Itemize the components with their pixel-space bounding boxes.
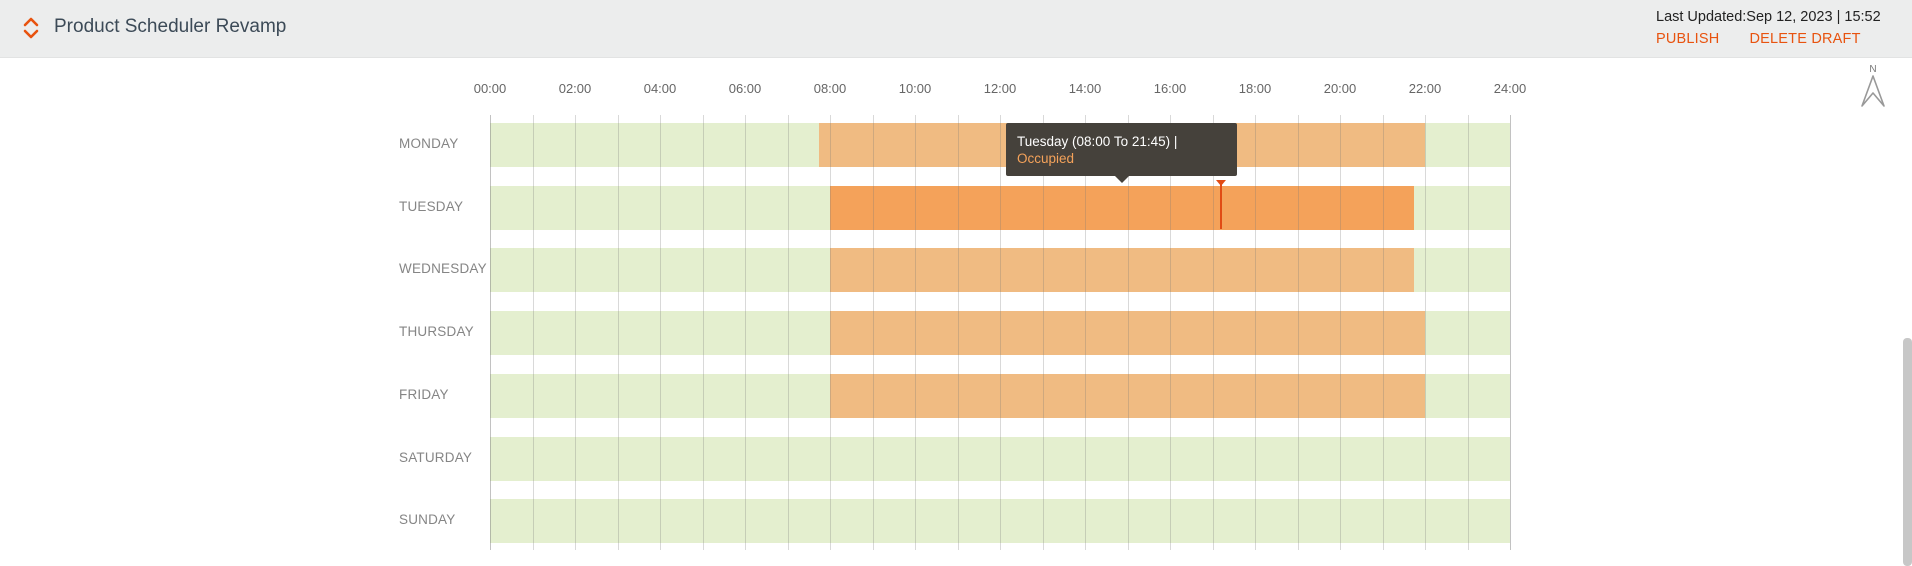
hour-gridline xyxy=(787,115,789,550)
day-label: WEDNESDAY xyxy=(399,261,487,277)
time-marker[interactable] xyxy=(1219,183,1222,229)
day-label: THURSDAY xyxy=(399,324,474,340)
hour-gridline xyxy=(1467,115,1469,550)
day-label: MONDAY xyxy=(399,136,459,151)
time-label: 06:00 xyxy=(728,81,762,96)
time-label: 04:00 xyxy=(643,81,677,96)
time-label: 18:00 xyxy=(1238,81,1272,96)
delete-draft-button[interactable]: DELETE DRAFT xyxy=(1749,31,1861,47)
hour-gridline xyxy=(957,115,959,550)
hour-gridline xyxy=(1382,115,1384,550)
hour-gridline xyxy=(1085,115,1086,550)
day-row-sunday[interactable] xyxy=(490,499,1510,544)
day-label: FRIDAY xyxy=(399,386,449,402)
page-title: Product Scheduler Revamp xyxy=(54,16,287,37)
time-label: 24:00 xyxy=(1493,81,1527,96)
occupied-slot[interactable] xyxy=(830,311,1425,356)
north-label: N xyxy=(1869,64,1876,75)
last-updated-text: Last Updated:Sep 12, 2023 | 15:52 xyxy=(1656,9,1881,25)
hour-gridline xyxy=(660,115,661,550)
time-label: 16:00 xyxy=(1153,81,1187,96)
hour-gridline xyxy=(532,115,534,550)
time-label: 00:00 xyxy=(473,81,507,96)
hour-gridline xyxy=(1042,115,1044,550)
hour-gridline xyxy=(1000,115,1001,550)
hour-gridline xyxy=(1255,115,1256,550)
time-label: 14:00 xyxy=(1068,81,1102,96)
header-actions: PUBLISH DELETE DRAFT xyxy=(1656,31,1861,47)
hour-gridline xyxy=(1127,115,1129,550)
hour-gridline xyxy=(575,115,576,550)
hour-gridline xyxy=(745,115,746,550)
hour-gridline xyxy=(1170,115,1171,550)
occupied-slot[interactable] xyxy=(830,248,1415,293)
north-arrow-icon: N xyxy=(1861,64,1885,107)
hour-gridline xyxy=(1212,115,1214,550)
hour-gridline xyxy=(830,115,831,550)
hour-gridline xyxy=(872,115,874,550)
hour-gridline xyxy=(1510,115,1511,550)
time-label: 08:00 xyxy=(813,81,847,96)
time-label: 22:00 xyxy=(1408,81,1442,96)
time-label: 02:00 xyxy=(558,81,592,96)
hour-gridline xyxy=(702,115,704,550)
occupied-slot[interactable] xyxy=(830,373,1425,418)
hour-gridline xyxy=(490,115,491,550)
occupied-slot[interactable] xyxy=(830,185,1415,230)
hour-gridline xyxy=(1297,115,1299,550)
vertical-scrollbar[interactable] xyxy=(1903,338,1912,566)
slot-tooltip: Tuesday (08:00 To 21:45) | Occupied xyxy=(1006,123,1237,183)
tooltip-status: Occupied xyxy=(1017,151,1075,166)
hour-gridline xyxy=(617,115,619,550)
time-label: 20:00 xyxy=(1323,81,1357,96)
hour-gridline xyxy=(1340,115,1341,550)
hour-gridline xyxy=(1425,115,1426,550)
day-label: SUNDAY xyxy=(399,512,456,528)
app-header: Product Scheduler Revamp Last Updated:Se… xyxy=(0,0,1912,58)
time-label: 12:00 xyxy=(983,81,1017,96)
tooltip-title: Tuesday (08:00 To 21:45) | xyxy=(1017,134,1178,149)
sort-chevrons-icon[interactable] xyxy=(20,14,42,42)
day-row-saturday[interactable] xyxy=(490,436,1510,481)
day-label: SATURDAY xyxy=(399,449,473,465)
publish-button[interactable]: PUBLISH xyxy=(1656,31,1720,47)
day-label: TUESDAY xyxy=(399,198,464,214)
time-label: 10:00 xyxy=(898,81,932,96)
hour-gridline xyxy=(915,115,916,550)
